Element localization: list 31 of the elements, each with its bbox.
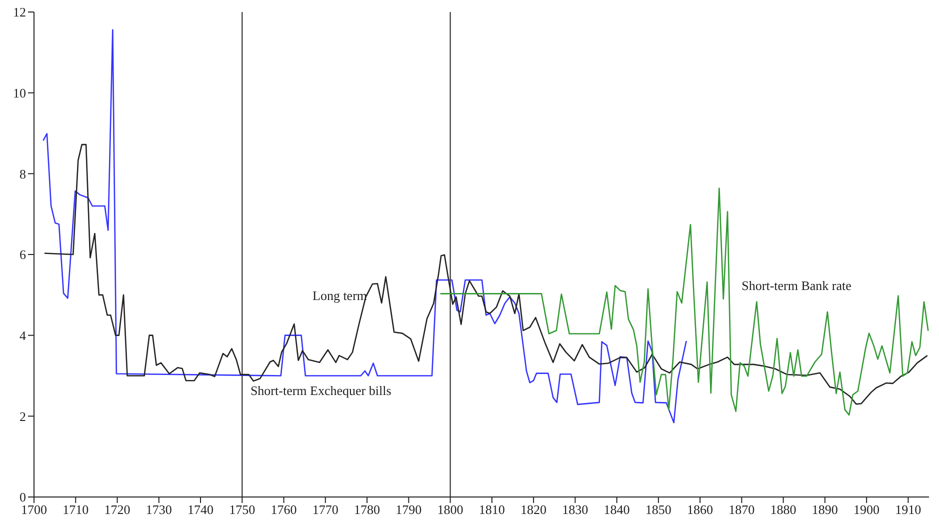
x-tick-label: 1740 [188,502,214,518]
y-tick-label: 6 [20,247,26,262]
x-tick-label: 1910 [895,502,922,518]
series-label: Short-term Exchequer bills [250,382,392,398]
y-tick-label: 10 [13,85,26,100]
x-tick-label: 1760 [270,502,297,518]
x-tick-label: 1840 [604,502,630,518]
x-tick-label: 1830 [562,502,588,518]
y-tick-label: 8 [20,166,26,182]
x-tick-label: 1810 [478,502,505,518]
x-tick-label: 1790 [396,502,422,518]
x-tick-label: 1700 [21,502,47,518]
x-tick-label: 1870 [728,502,755,518]
x-tick-label: 1860 [687,502,714,518]
y-tick-label: 2 [20,408,26,424]
x-tick-label: 1750 [229,502,256,518]
x-tick-label: 1780 [354,502,380,518]
y-tick-label: 0 [20,490,26,505]
x-tick-label: 1710 [62,502,89,518]
x-tick-label: 1880 [770,502,796,518]
x-tick-label: 1890 [812,502,838,518]
x-tick-label: 1800 [437,502,464,518]
y-tick-label: 12 [13,4,26,20]
x-tick-label: 1770 [312,502,338,518]
x-tick-label: 1730 [146,502,172,518]
x-tick-label: 1720 [104,502,130,518]
x-tick-label: 1900 [854,502,880,518]
series-label: Short-term Bank rate [742,278,852,293]
x-tick-label: 1850 [645,502,672,518]
y-tick-label: 4 [20,328,26,343]
x-tick-label: 1820 [520,502,547,518]
